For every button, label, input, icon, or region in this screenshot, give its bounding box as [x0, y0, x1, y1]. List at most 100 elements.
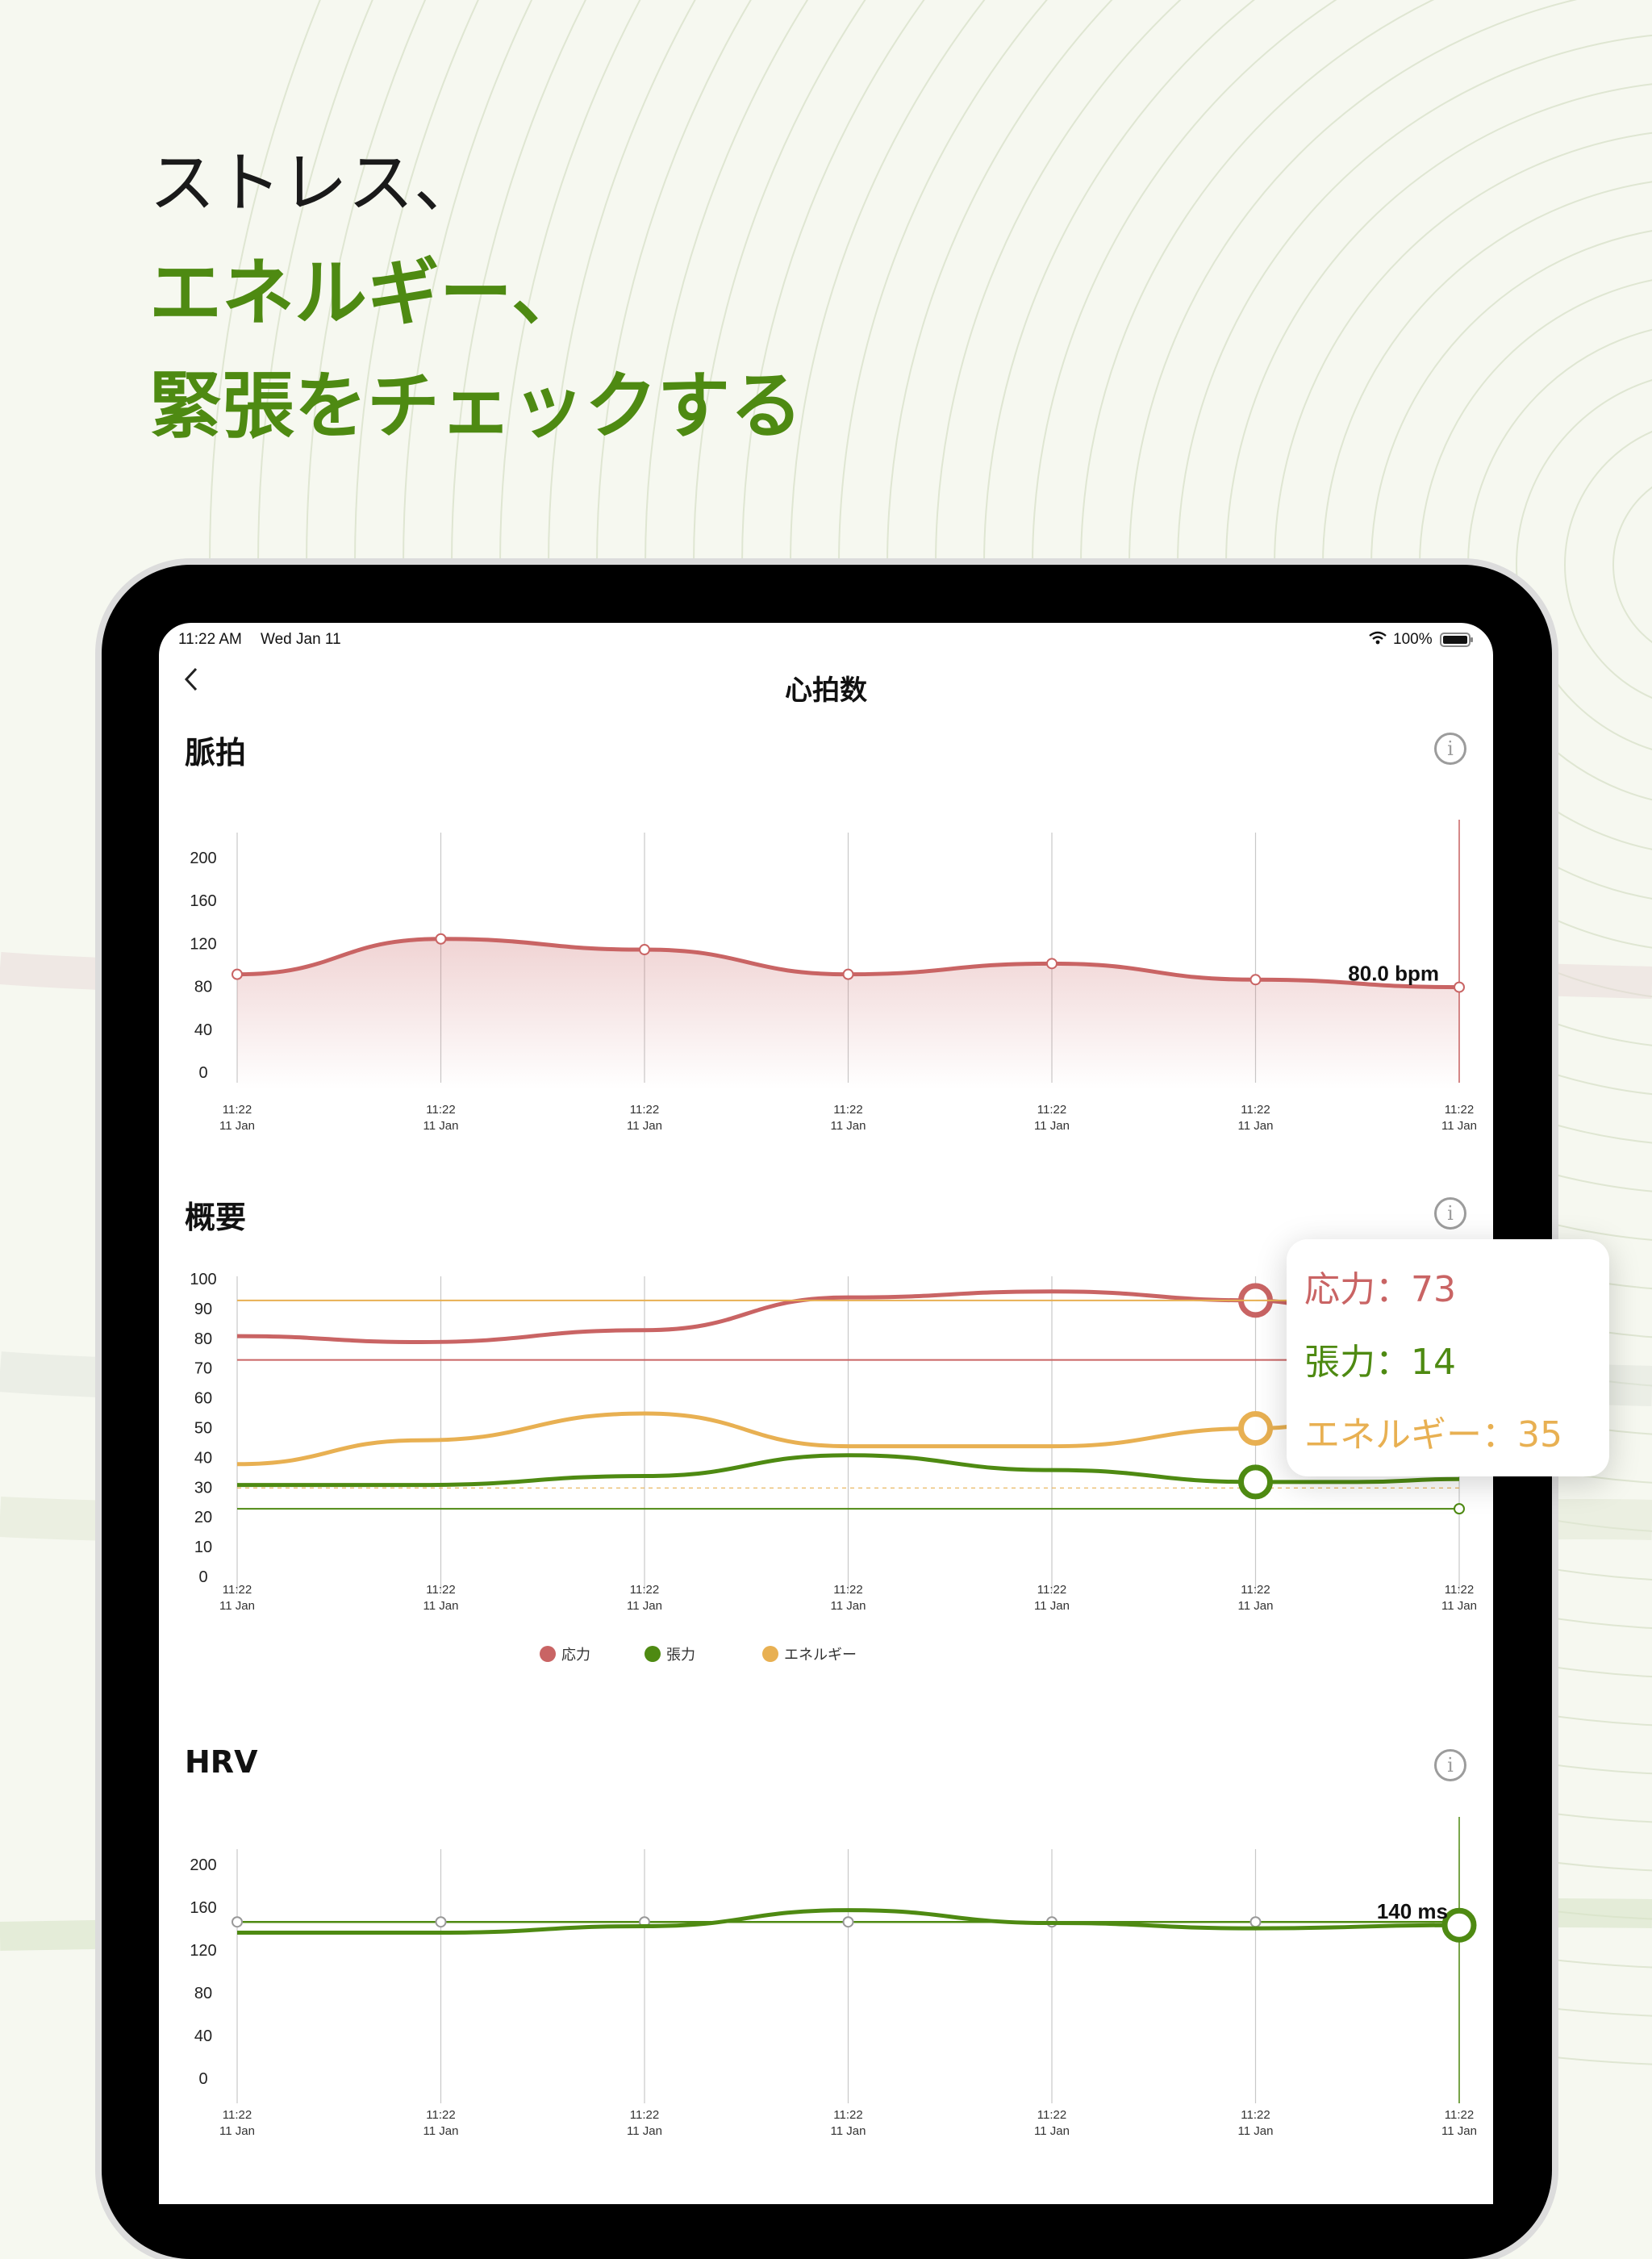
x-tick-date: 11 Jan	[627, 1599, 662, 1613]
x-tick-time: 11:22	[1241, 1103, 1270, 1117]
tooltip-stress-label: 応力：	[1304, 1269, 1411, 1310]
y-tick-label: 0	[198, 1568, 207, 1586]
y-tick-label: 50	[194, 1420, 212, 1438]
pulse-point	[1454, 981, 1465, 993]
y-tick-label: 10	[194, 1539, 212, 1556]
x-tick-time: 11:22	[1037, 1103, 1066, 1117]
x-tick-time: 11:22	[426, 1103, 455, 1117]
status-time: 11:22 AM	[178, 631, 242, 648]
y-tick-label: 160	[190, 892, 216, 910]
y-tick-label: 100	[190, 1271, 216, 1288]
status-date: Wed Jan 11	[261, 631, 341, 648]
x-tick-date: 11 Jan	[1034, 1599, 1070, 1613]
x-tick-date: 11 Jan	[1034, 2124, 1070, 2138]
x-tick-time: 11:22	[223, 2108, 252, 2122]
battery-icon	[1440, 633, 1474, 652]
hrv-ref-point	[435, 1916, 447, 1928]
x-tick-date: 11 Jan	[1441, 1119, 1477, 1133]
y-tick-label: 120	[190, 935, 216, 953]
y-tick-label: 0	[198, 2070, 207, 2088]
x-tick-date: 11 Jan	[219, 1599, 255, 1613]
x-tick-date: 11 Jan	[1034, 1119, 1070, 1133]
section-title-hrv: HRV	[185, 1744, 258, 1780]
x-tick-date: 11 Jan	[219, 1119, 255, 1133]
headline-line2: エネルギー、	[149, 251, 585, 336]
tooltip-tension-value: 14	[1411, 1342, 1456, 1383]
x-tick-time: 11:22	[1445, 1583, 1474, 1597]
x-tick-date: 11 Jan	[831, 1119, 866, 1133]
x-tick-time: 11:22	[833, 1583, 862, 1597]
hrv-ref-point	[232, 1916, 243, 1928]
y-tick-label: 60	[194, 1390, 212, 1408]
chevron-left-icon	[184, 667, 198, 691]
x-tick-date: 11 Jan	[1441, 2124, 1477, 2138]
hrv-chart: 200 160 120 80 40 0 140 ms 11:22 11 Jan 11:22 11 J…	[190, 1817, 1477, 2138]
info-icon-overview[interactable]: i	[1434, 1197, 1466, 1230]
y-tick-label: 120	[190, 1942, 216, 1960]
headline-line1: ストレス、	[149, 145, 481, 222]
x-tick-time: 11:22	[1241, 1583, 1270, 1597]
x-tick-date: 11 Jan	[1238, 1599, 1274, 1613]
tooltip-energy-value: 35	[1517, 1414, 1562, 1455]
info-icon-hrv[interactable]: i	[1434, 1749, 1466, 1781]
x-tick-date: 11 Jan	[423, 1599, 459, 1613]
pulse-current-label: 80.0 bpm	[1348, 962, 1439, 986]
x-tick-time: 11:22	[1037, 1583, 1066, 1597]
info-icon-pulse[interactable]: i	[1434, 733, 1466, 765]
hrv-current-label: 140 ms	[1377, 1899, 1448, 1923]
x-tick-time: 11:22	[630, 1103, 659, 1117]
x-tick-time: 11:22	[426, 1583, 455, 1597]
overview-tooltip: 応力：73 張力：14 エネルギー：35	[1287, 1239, 1609, 1476]
x-tick-time: 11:22	[426, 2108, 455, 2122]
y-tick-label: 200	[190, 1856, 216, 1874]
pulse-point	[435, 933, 447, 945]
x-tick-time: 11:22	[1037, 2108, 1066, 2122]
legend-label: 応力	[561, 1647, 590, 1664]
page-title: 心拍数	[785, 674, 867, 707]
tooltip-stress-value: 73	[1411, 1269, 1456, 1310]
y-tick-label: 70	[194, 1360, 212, 1378]
x-tick-date: 11 Jan	[627, 2124, 662, 2138]
x-tick-date: 11 Jan	[219, 2124, 255, 2138]
tooltip-energy-label: エネルギー：	[1304, 1414, 1517, 1455]
x-tick-date: 11 Jan	[1238, 1119, 1274, 1133]
pulse-point	[639, 944, 650, 956]
hrv-ref-point	[842, 1916, 854, 1928]
x-tick-date: 11 Jan	[1441, 1599, 1477, 1613]
pulse-point	[232, 968, 243, 980]
y-tick-label: 90	[194, 1301, 212, 1318]
x-tick-time: 11:22	[1241, 2108, 1270, 2122]
x-tick-date: 11 Jan	[423, 2124, 459, 2138]
legend-dot	[645, 1646, 661, 1662]
x-tick-time: 11:22	[833, 2108, 862, 2122]
y-tick-label: 80	[194, 1985, 212, 2002]
section-title-pulse: 脈拍	[185, 735, 247, 770]
battery-percent: 100%	[1393, 631, 1433, 648]
x-tick-date: 11 Jan	[627, 1119, 662, 1133]
wifi-icon	[1369, 631, 1387, 650]
hrv-ref-point	[1249, 1916, 1262, 1928]
y-tick-label: 160	[190, 1899, 216, 1917]
y-tick-label: 0	[198, 1064, 207, 1082]
back-button[interactable]	[183, 663, 199, 700]
x-tick-date: 11 Jan	[831, 2124, 866, 2138]
tooltip-tension-label: 張力：	[1304, 1342, 1411, 1383]
y-tick-label: 30	[194, 1479, 212, 1497]
legend-dot	[540, 1646, 556, 1662]
section-title-overview: 概要	[185, 1200, 247, 1235]
hrv-line	[237, 1908, 1460, 1935]
x-tick-date: 11 Jan	[1238, 2124, 1274, 2138]
x-tick-time: 11:22	[833, 1103, 862, 1117]
pulse-point	[1249, 974, 1262, 986]
y-tick-label: 20	[194, 1509, 212, 1526]
series-line	[237, 1453, 1460, 1488]
legend-dot	[762, 1646, 778, 1662]
y-tick-label: 80	[194, 979, 212, 996]
pulse-point	[842, 968, 854, 980]
series-marker	[1238, 1411, 1273, 1446]
legend-label: エネルギー	[784, 1647, 857, 1664]
y-tick-label: 40	[194, 1021, 212, 1039]
pulse-point	[1046, 958, 1058, 970]
app-screen: 11:22 AM Wed Jan 11 100% 心拍数 脈拍 i 200 160…	[159, 623, 1493, 2204]
hrv-marker	[1441, 1907, 1477, 1943]
